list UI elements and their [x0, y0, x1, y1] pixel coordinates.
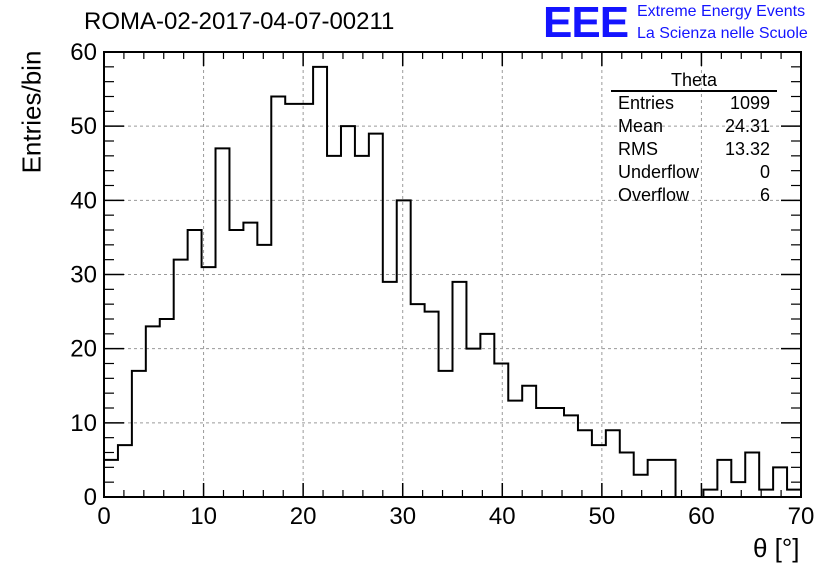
y-tick-label: 60: [70, 39, 97, 66]
plot-frame: [103, 51, 802, 498]
stats-value: 6: [759, 185, 770, 205]
logo-line-1: Extreme Energy Events: [637, 3, 806, 20]
chart-title: ROMA-02-2017-04-07-00211: [84, 8, 395, 35]
stats-label: Underflow: [618, 162, 700, 182]
x-tick-label: 50: [589, 503, 616, 530]
stats-row: Entries 1099: [611, 92, 777, 115]
stats-title: Theta: [611, 70, 777, 92]
stats-row: RMS 13.32: [611, 138, 777, 161]
stats-row: Overflow 6: [611, 184, 777, 207]
stats-value: 1099: [729, 93, 770, 113]
y-tick-label: 10: [70, 410, 97, 437]
y-tick-label: 40: [70, 187, 97, 214]
x-tick-label: 10: [190, 503, 217, 530]
x-tick-label: 70: [788, 503, 815, 530]
x-tick-label: 40: [489, 503, 516, 530]
stats-value: 24.31: [724, 116, 770, 136]
stats-label: Entries: [618, 93, 675, 113]
logo-line-2: La Scienza nelle Scuole: [637, 25, 808, 42]
y-axis-label: Entries/bin: [16, 50, 47, 174]
x-tick-label: 60: [688, 503, 715, 530]
y-tick-label: 20: [70, 336, 97, 363]
eee-logo: EEE: [543, 0, 629, 47]
x-tick-label: 20: [290, 503, 317, 530]
stats-label: Overflow: [618, 185, 690, 205]
stats-value: 0: [759, 162, 770, 182]
x-tick-label: 30: [389, 503, 416, 530]
stats-value: 13.32: [724, 139, 770, 159]
y-tick-label: 50: [70, 113, 97, 140]
y-tick-label: 0: [84, 484, 97, 511]
x-tick-label: 0: [97, 503, 110, 530]
x-axis-label: θ [°]: [753, 533, 800, 563]
y-tick-label: 30: [70, 262, 97, 289]
stats-label: RMS: [618, 139, 658, 159]
stats-row: Underflow 0: [611, 161, 777, 184]
stats-row: Mean 24.31: [611, 115, 777, 138]
stats-box: Theta Entries 1099 Mean 24.31 RMS 13.32 …: [611, 70, 777, 207]
stats-label: Mean: [618, 116, 664, 136]
